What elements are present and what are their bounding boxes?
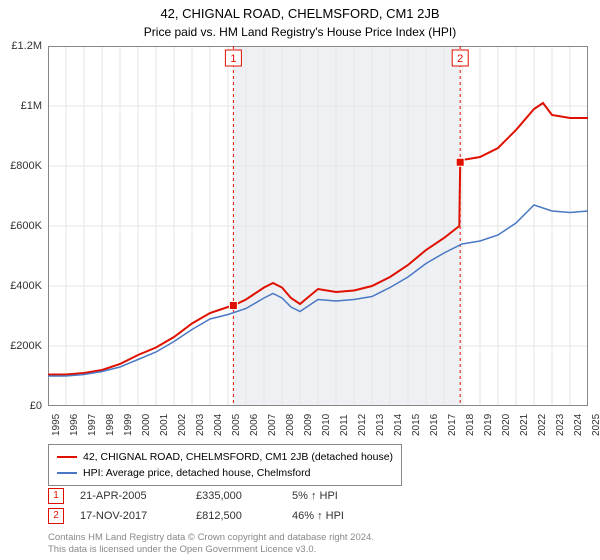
svg-text:1: 1 [230, 53, 236, 65]
y-axis-labels: £0£200K£400K£600K£800K£1M£1.2M [0, 46, 46, 406]
x-tick-label: 2004 [213, 414, 224, 436]
legend: 42, CHIGNAL ROAD, CHELMSFORD, CM1 2JB (d… [48, 444, 402, 486]
footer: Contains HM Land Registry data © Crown c… [48, 532, 374, 556]
x-tick-label: 1995 [51, 414, 62, 436]
x-tick-label: 2021 [519, 414, 530, 436]
y-tick-label: £1M [21, 100, 42, 112]
x-tick-label: 1998 [105, 414, 116, 436]
x-tick-label: 2003 [195, 414, 206, 436]
y-tick-label: £800K [10, 160, 42, 172]
marker-badge: 2 [48, 508, 64, 524]
marker-price: £812,500 [196, 506, 276, 526]
x-tick-label: 2002 [177, 414, 188, 436]
x-tick-label: 2024 [573, 414, 584, 436]
legend-item: HPI: Average price, detached house, Chel… [57, 465, 393, 481]
x-tick-label: 1997 [87, 414, 98, 436]
chart-area: 12 [48, 46, 588, 406]
legend-swatch [57, 472, 77, 474]
x-tick-label: 1996 [69, 414, 80, 436]
x-tick-label: 2014 [393, 414, 404, 436]
y-tick-label: £400K [10, 280, 42, 292]
marker-date: 21-APR-2005 [80, 486, 180, 506]
x-tick-label: 2000 [141, 414, 152, 436]
x-tick-label: 2005 [231, 414, 242, 436]
footer-line-1: Contains HM Land Registry data © Crown c… [48, 532, 374, 544]
page-title: 42, CHIGNAL ROAD, CHELMSFORD, CM1 2JB [0, 0, 600, 21]
legend-label: HPI: Average price, detached house, Chel… [83, 465, 310, 481]
x-tick-label: 2018 [465, 414, 476, 436]
x-tick-label: 2019 [483, 414, 494, 436]
sale-markers: 1 21-APR-2005 £335,000 5% ↑ HPI 2 17-NOV-2017… [48, 486, 392, 526]
svg-text:2: 2 [457, 53, 463, 65]
y-tick-label: £1.2M [11, 40, 42, 52]
marker-badge: 1 [48, 488, 64, 504]
legend-swatch [57, 456, 77, 458]
x-tick-label: 2025 [591, 414, 600, 436]
x-tick-label: 2010 [321, 414, 332, 436]
y-tick-label: £200K [10, 340, 42, 352]
chart-container: 42, CHIGNAL ROAD, CHELMSFORD, CM1 2JB Pr… [0, 0, 600, 560]
x-tick-label: 2020 [501, 414, 512, 436]
x-tick-label: 1999 [123, 414, 134, 436]
y-tick-label: £0 [30, 400, 42, 412]
marker-date: 17-NOV-2017 [80, 506, 180, 526]
footer-line-2: This data is licensed under the Open Gov… [48, 544, 374, 556]
x-axis-labels: 1995 1996 1997 1998 1999 2000 2001 2002 2003 2004… [48, 408, 588, 442]
marker-price: £335,000 [196, 486, 276, 506]
marker-row: 1 21-APR-2005 £335,000 5% ↑ HPI [48, 486, 392, 506]
marker-pct: 46% ↑ HPI [292, 506, 392, 526]
legend-item: 42, CHIGNAL ROAD, CHELMSFORD, CM1 2JB (d… [57, 449, 393, 465]
x-tick-label: 2008 [285, 414, 296, 436]
chart-svg: 12 [48, 46, 588, 406]
x-tick-label: 2012 [357, 414, 368, 436]
legend-label: 42, CHIGNAL ROAD, CHELMSFORD, CM1 2JB (d… [83, 449, 393, 465]
x-tick-label: 2007 [267, 414, 278, 436]
x-tick-label: 2011 [339, 414, 350, 436]
marker-row: 2 17-NOV-2017 £812,500 46% ↑ HPI [48, 506, 392, 526]
marker-pct: 5% ↑ HPI [292, 486, 392, 506]
x-tick-label: 2009 [303, 414, 314, 436]
x-tick-label: 2013 [375, 414, 386, 436]
x-tick-label: 2017 [447, 414, 458, 436]
x-tick-label: 2015 [411, 414, 422, 436]
page-subtitle: Price paid vs. HM Land Registry's House … [0, 21, 600, 39]
y-tick-label: £600K [10, 220, 42, 232]
x-tick-label: 2023 [555, 414, 566, 436]
x-tick-label: 2006 [249, 414, 260, 436]
x-tick-label: 2016 [429, 414, 440, 436]
x-tick-label: 2022 [537, 414, 548, 436]
x-tick-label: 2001 [159, 414, 170, 436]
